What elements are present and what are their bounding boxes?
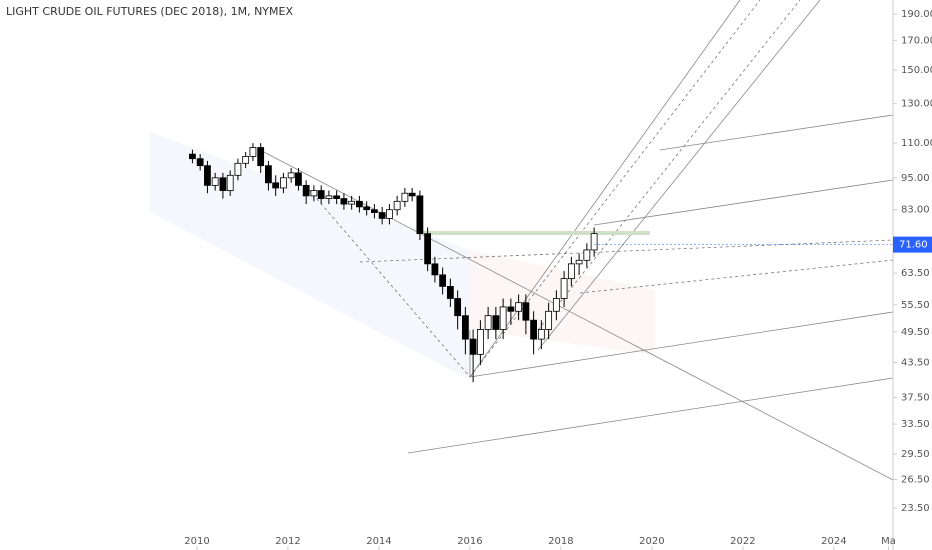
candle-body (189, 153, 196, 160)
candle-body (355, 200, 363, 208)
x-tick-label: Ma (881, 536, 896, 547)
candle-body (439, 274, 447, 287)
x-tick-label: 2020 (639, 536, 664, 547)
chart-title: LIGHT CRUDE OIL FUTURES (DEC 2018), 1M, … (6, 5, 293, 18)
candle-body (393, 200, 401, 211)
candle-body (492, 315, 500, 330)
y-tick-label: 63.50 (901, 268, 930, 279)
candle-body (272, 182, 280, 189)
candle-body (310, 190, 318, 197)
candle-body (454, 298, 462, 317)
candle-body (522, 302, 530, 321)
candle-body (507, 306, 515, 312)
candle-body (416, 195, 424, 235)
y-tick-label: 33.50 (901, 419, 930, 430)
candle-body (234, 162, 242, 176)
candle-body (226, 174, 234, 191)
candle-body (249, 147, 257, 157)
candle-body (515, 302, 523, 312)
price-marker (893, 236, 932, 253)
candle-body (242, 156, 250, 164)
y-tick-label: 150.00 (901, 65, 932, 76)
candle-body (424, 233, 432, 265)
candle-body (499, 306, 507, 330)
candle-body (204, 165, 211, 186)
y-tick-label: 29.50 (901, 449, 930, 460)
candle-body (552, 298, 560, 312)
candle-body (484, 315, 492, 330)
candle-body (476, 329, 484, 355)
candle-body (583, 249, 591, 261)
y-tick-label: 37.50 (901, 392, 930, 403)
candle-body (567, 263, 575, 280)
x-tick-label: 2010 (184, 536, 209, 547)
x-tick-label: 2014 (366, 536, 391, 547)
y-tick-label: 55.50 (901, 300, 930, 311)
candle-body (431, 263, 439, 276)
y-tick-label: 23.50 (901, 503, 930, 514)
x-tick-label: 2022 (730, 536, 755, 547)
candle-body (211, 177, 219, 186)
candle-body (537, 329, 545, 340)
candle-body (408, 192, 416, 197)
y-tick-label: 49.50 (901, 327, 930, 338)
candle-body (280, 177, 287, 189)
candle-body (378, 212, 386, 219)
y-tick-label: 110.00 (901, 138, 932, 149)
candle-body (196, 158, 204, 167)
candle-body (545, 310, 553, 330)
y-tick-label: 170.00 (901, 35, 932, 46)
x-tick-label: 2024 (821, 536, 846, 547)
candle-body (446, 285, 454, 299)
candle-body (219, 177, 227, 191)
price-marker-label: 71.60 (899, 240, 928, 251)
candle-body (348, 200, 356, 205)
y-tick-label: 95.00 (901, 173, 930, 184)
candle-body (386, 209, 393, 219)
candle-body (530, 319, 538, 340)
candle-body (340, 198, 348, 205)
candle-body (469, 338, 477, 355)
candle-body (560, 278, 568, 299)
candle-body (325, 195, 333, 199)
candle-body (401, 192, 409, 202)
candle-body (287, 172, 295, 179)
y-tick-label: 43.50 (901, 357, 930, 368)
candle-body (302, 184, 310, 197)
candle-body (575, 259, 583, 265)
candle-body (590, 233, 598, 251)
y-tick-label: 83.00 (901, 205, 930, 216)
x-tick-label: 2016 (457, 536, 482, 547)
candle-body (257, 147, 265, 167)
candle-body (461, 315, 469, 340)
candle-body (317, 190, 325, 199)
candle-body (265, 165, 272, 184)
candle-body (370, 209, 378, 213)
candle-body (295, 172, 302, 186)
candle-body (363, 206, 371, 211)
y-tick-label: 26.50 (901, 474, 930, 485)
x-tick-label: 2012 (275, 536, 300, 547)
x-tick-label: 2018 (548, 536, 573, 547)
y-tick-label: 130.00 (901, 99, 932, 110)
drawings (150, 0, 894, 481)
candle-body (333, 195, 341, 199)
y-tick-label: 190.00 (901, 9, 932, 20)
